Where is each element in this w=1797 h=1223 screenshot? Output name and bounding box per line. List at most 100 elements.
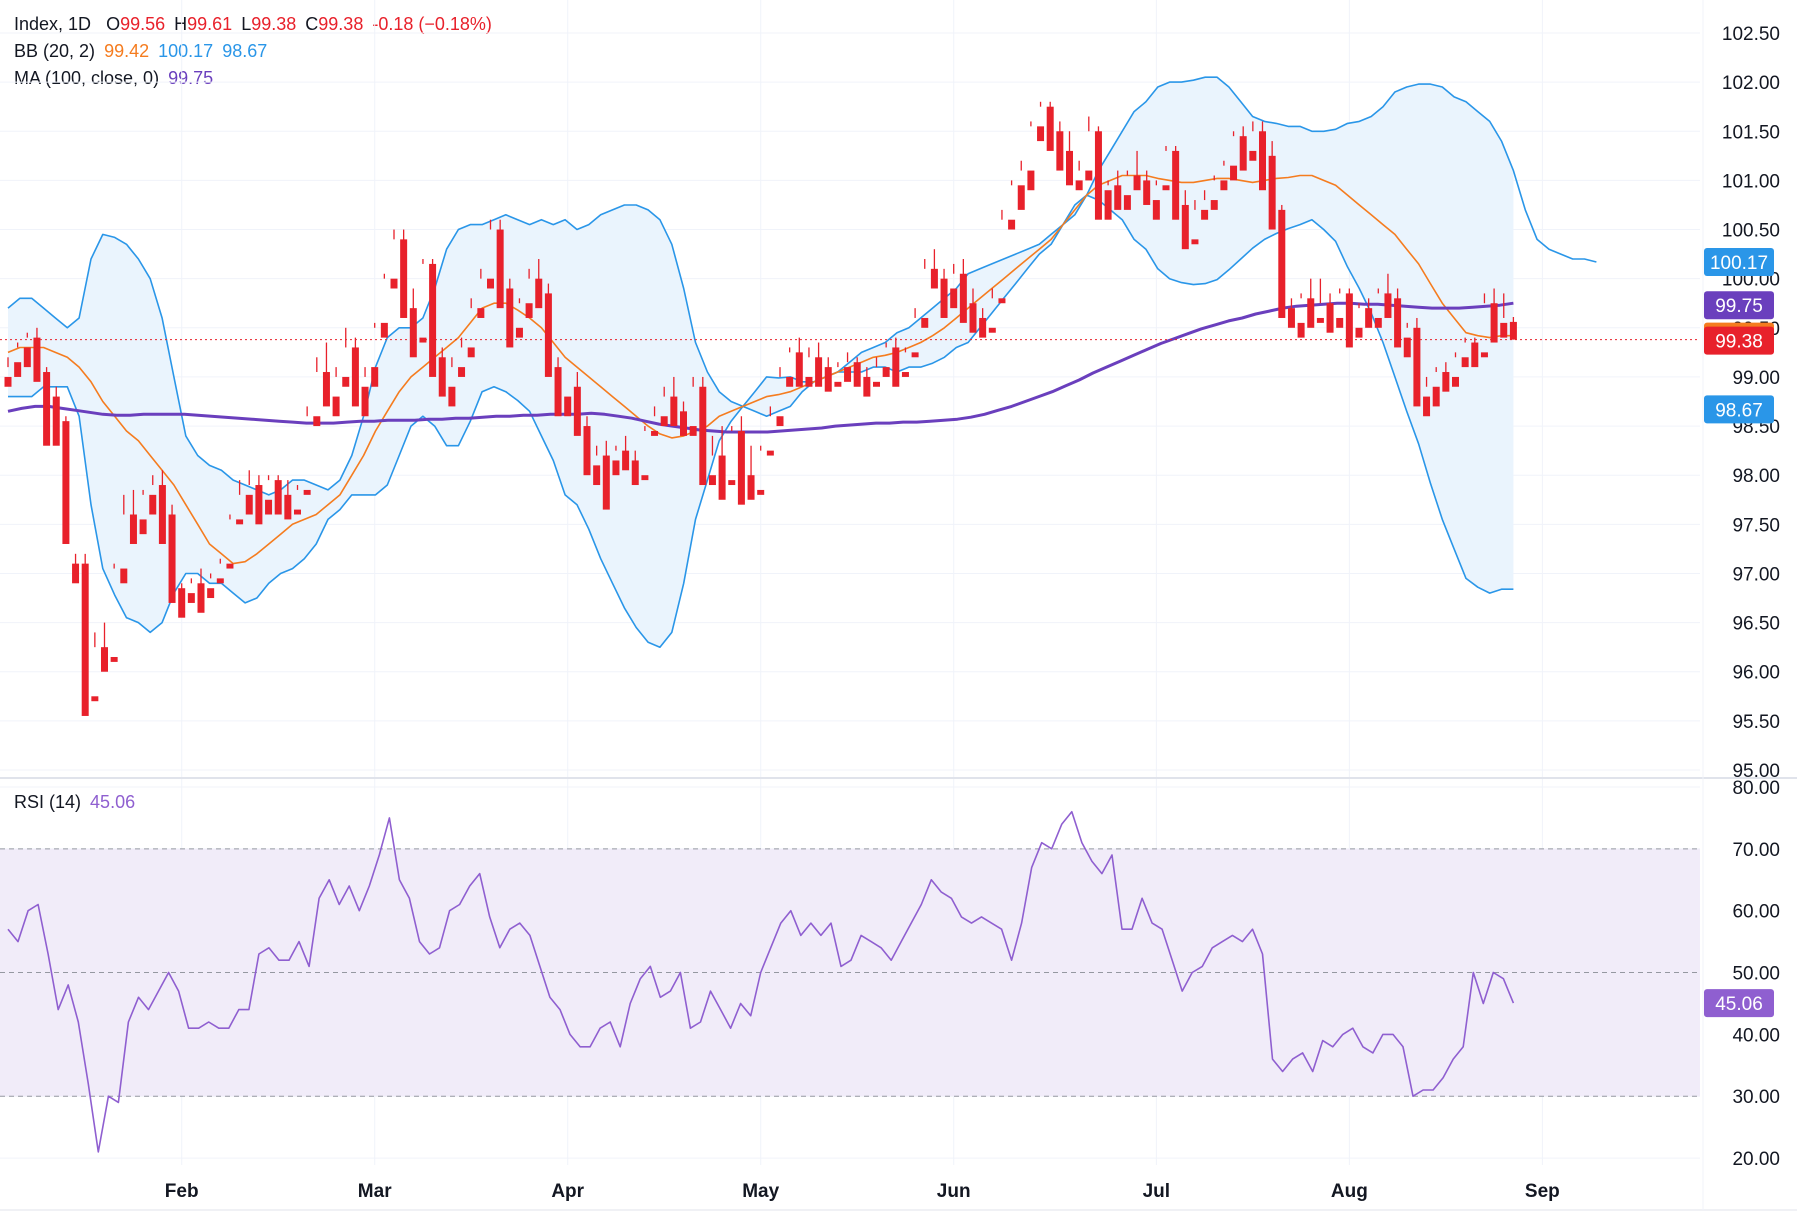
candle[interactable] [1152, 180, 1160, 220]
candle[interactable] [892, 337, 900, 387]
candle[interactable] [1345, 288, 1353, 348]
candle[interactable] [1403, 322, 1411, 358]
candle[interactable] [178, 583, 186, 618]
candle[interactable] [52, 386, 60, 446]
candle[interactable] [120, 494, 128, 584]
candle[interactable] [631, 450, 639, 486]
candle[interactable] [1307, 278, 1315, 328]
candle[interactable] [1075, 160, 1083, 191]
candle[interactable] [969, 288, 977, 333]
candle[interactable] [1365, 298, 1373, 328]
candle[interactable] [216, 558, 224, 584]
candle[interactable] [419, 259, 427, 343]
candle[interactable] [699, 376, 707, 486]
candle[interactable] [400, 229, 408, 318]
candle[interactable] [245, 470, 253, 515]
candle[interactable] [844, 352, 852, 382]
candle[interactable] [458, 337, 466, 377]
candle[interactable] [853, 357, 861, 387]
candle[interactable] [921, 259, 929, 328]
candle[interactable] [815, 342, 823, 387]
candle[interactable] [622, 435, 630, 471]
candle[interactable] [873, 357, 880, 387]
candle[interactable] [911, 308, 919, 358]
candle[interactable] [371, 322, 379, 387]
candle[interactable] [265, 475, 273, 515]
candle[interactable] [448, 357, 456, 407]
candle[interactable] [197, 568, 205, 613]
candle[interactable] [255, 475, 263, 525]
candle[interactable] [737, 416, 745, 505]
candle[interactable] [1066, 131, 1073, 186]
candle[interactable] [882, 342, 890, 377]
candle[interactable] [1287, 298, 1295, 328]
candle[interactable] [1191, 200, 1199, 245]
candle[interactable] [670, 376, 678, 427]
candle[interactable] [718, 426, 726, 500]
candle[interactable] [1500, 293, 1508, 338]
candle[interactable] [988, 288, 996, 333]
candle[interactable] [940, 268, 948, 318]
candle[interactable] [23, 332, 31, 368]
candle[interactable] [544, 283, 552, 377]
candle[interactable] [1114, 170, 1122, 210]
candle[interactable] [728, 426, 736, 486]
candle[interactable] [525, 268, 533, 318]
candle[interactable] [979, 308, 987, 338]
candle[interactable] [776, 367, 784, 427]
candle[interactable] [1037, 101, 1045, 142]
candle[interactable] [515, 298, 523, 338]
candle[interactable] [1172, 146, 1180, 220]
candle[interactable] [236, 480, 244, 525]
candle[interactable] [1046, 101, 1054, 151]
candle[interactable] [1461, 337, 1469, 368]
candle[interactable] [158, 470, 166, 544]
candle[interactable] [506, 278, 514, 348]
candle[interactable] [14, 342, 22, 377]
candle[interactable] [438, 347, 446, 397]
candle[interactable] [535, 259, 543, 309]
candle[interactable] [1490, 288, 1498, 343]
candle[interactable] [1374, 288, 1382, 328]
candle[interactable] [1143, 170, 1151, 205]
candle[interactable] [351, 337, 359, 407]
candle[interactable] [1326, 293, 1334, 333]
candle[interactable] [1259, 121, 1266, 191]
candle[interactable] [1297, 293, 1305, 338]
candle[interactable] [207, 573, 215, 599]
candle[interactable] [477, 268, 485, 318]
candle[interactable] [342, 327, 350, 387]
candle[interactable] [612, 445, 620, 476]
candle[interactable] [110, 563, 118, 662]
candle[interactable] [1008, 180, 1016, 230]
candle[interactable] [1316, 278, 1324, 323]
candle[interactable] [62, 416, 70, 544]
candle[interactable] [583, 416, 591, 476]
candle[interactable] [1442, 362, 1450, 392]
candle[interactable] [380, 273, 388, 338]
candle[interactable] [91, 632, 99, 702]
candle[interactable] [1480, 293, 1488, 358]
candle[interactable] [680, 401, 687, 436]
candle[interactable] [149, 475, 157, 515]
candle[interactable] [139, 489, 147, 535]
candle[interactable] [1230, 131, 1238, 181]
candle[interactable] [43, 367, 51, 446]
candle[interactable] [1432, 367, 1440, 407]
candle[interactable] [72, 553, 80, 584]
candle[interactable] [226, 514, 234, 569]
candle[interactable] [554, 357, 562, 417]
candle[interactable] [998, 209, 1006, 304]
candle[interactable] [1133, 150, 1141, 191]
candle[interactable] [959, 259, 967, 323]
candle[interactable] [1471, 337, 1479, 368]
candle[interactable] [786, 347, 794, 387]
candle[interactable] [496, 219, 504, 309]
candle[interactable] [805, 347, 813, 387]
candle[interactable] [1017, 160, 1025, 210]
candle[interactable] [361, 367, 369, 417]
candle[interactable] [81, 553, 89, 716]
candle[interactable] [390, 229, 398, 289]
candle[interactable] [1249, 121, 1257, 161]
candle[interactable] [1239, 126, 1247, 171]
